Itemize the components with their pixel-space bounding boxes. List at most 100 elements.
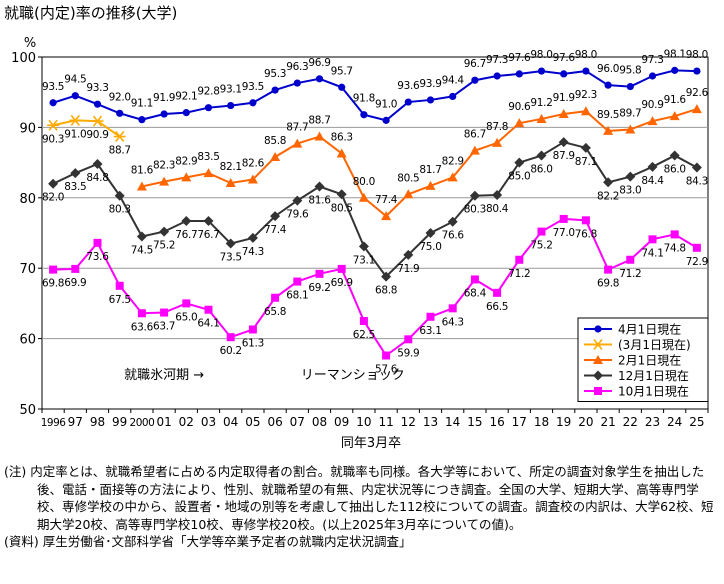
data-point	[382, 116, 390, 124]
data-label: 80.4	[486, 203, 509, 215]
data-point	[604, 265, 613, 274]
legend-label: (3月1日現在)	[618, 338, 691, 352]
legend-label: 4月1日現在	[618, 323, 681, 337]
data-point	[247, 174, 258, 184]
y-tick-label: 80	[19, 192, 36, 207]
data-label: 93.3	[86, 82, 108, 94]
data-point	[691, 162, 702, 173]
y-tick-label: 70	[19, 262, 36, 277]
data-label: 91.9	[153, 92, 175, 104]
data-point	[137, 309, 146, 318]
data-point	[49, 265, 58, 274]
data-label: 86.0	[664, 164, 686, 176]
data-label: 77.4	[264, 224, 287, 236]
data-point	[403, 249, 414, 260]
data-point	[358, 192, 369, 202]
data-label: 66.5	[486, 301, 508, 313]
data-point	[159, 176, 170, 186]
x-tick-label: 98	[90, 415, 105, 429]
data-label: 92.8	[197, 86, 219, 98]
data-point	[537, 67, 546, 75]
data-label: 62.5	[353, 329, 375, 341]
data-point	[425, 180, 436, 190]
x-tick-label: 22	[623, 415, 638, 429]
data-point	[49, 99, 57, 107]
data-point	[204, 104, 213, 112]
data-point	[181, 216, 192, 227]
data-point	[558, 137, 569, 148]
data-label: 73.6	[86, 251, 109, 263]
data-label: 87.8	[486, 121, 508, 133]
data-point	[382, 351, 391, 360]
data-point	[514, 118, 525, 128]
x-tick-label: 15	[467, 415, 482, 429]
data-label: 93.1	[220, 84, 242, 96]
data-point	[514, 157, 525, 168]
x-tick-label: 11	[378, 415, 393, 429]
data-label: 74.8	[664, 242, 686, 254]
data-point	[182, 299, 191, 308]
data-point	[204, 305, 213, 314]
data-point	[647, 116, 658, 126]
x-tick-label: 17	[512, 415, 527, 429]
data-label: 67.5	[109, 294, 131, 306]
x-tick-label: 19	[556, 415, 571, 429]
x-tick-label: 1996	[41, 417, 67, 429]
data-point	[492, 137, 503, 147]
data-label: 80.5	[397, 172, 419, 184]
data-point	[582, 67, 590, 75]
data-point	[93, 238, 102, 247]
data-label: 83.0	[619, 185, 641, 197]
data-label: 73.5	[220, 252, 242, 264]
data-point	[515, 255, 524, 264]
legend-label: 2月1日現在	[618, 354, 681, 368]
x-tick-label: 16	[489, 415, 504, 429]
data-label: 74.1	[641, 247, 663, 259]
data-label: 87.9	[553, 150, 575, 162]
data-label: 86.7	[464, 129, 486, 141]
data-label: 90.9	[641, 99, 663, 111]
data-point	[160, 308, 169, 317]
data-point	[136, 181, 147, 191]
data-label: 80.3	[464, 204, 486, 216]
data-label: 84.8	[86, 172, 108, 184]
data-point	[248, 325, 257, 334]
data-point	[559, 214, 568, 223]
x-tick-label: 97	[68, 415, 83, 429]
data-label: 92.0	[109, 91, 131, 103]
data-point	[93, 100, 102, 108]
data-label: 80.5	[331, 202, 353, 214]
data-label: 92.6	[686, 87, 709, 99]
data-point	[314, 131, 325, 141]
x-tick-label: 10	[356, 415, 371, 429]
data-label: 84.3	[686, 176, 708, 188]
data-point	[160, 110, 168, 118]
data-label: 88.7	[308, 115, 330, 127]
data-label: 95.7	[331, 65, 353, 77]
legend-marker	[594, 387, 602, 395]
data-label: 69.2	[308, 282, 330, 294]
series-line	[52, 69, 697, 122]
data-point	[116, 109, 124, 117]
data-point	[315, 269, 324, 278]
data-label: 76.7	[197, 229, 219, 241]
data-point	[581, 216, 590, 225]
data-point	[115, 281, 124, 290]
data-label: 96.7	[464, 58, 486, 70]
data-label: 64.1	[197, 318, 219, 330]
data-point	[449, 92, 457, 101]
data-label: 63.1	[419, 325, 441, 337]
data-label: 76.6	[442, 230, 465, 242]
data-label: 82.1	[220, 161, 242, 173]
data-point	[293, 277, 302, 286]
data-label: 68.1	[286, 290, 308, 302]
data-point	[625, 124, 636, 134]
y-unit-label: %	[24, 36, 36, 51]
data-point	[604, 81, 612, 89]
data-label: 76.7	[175, 229, 197, 241]
data-label: 71.9	[397, 263, 419, 275]
data-label: 68.4	[464, 287, 487, 299]
data-label: 80.3	[109, 204, 131, 216]
data-label: 75.2	[153, 240, 175, 252]
x-tick-label: 2000	[130, 417, 155, 429]
